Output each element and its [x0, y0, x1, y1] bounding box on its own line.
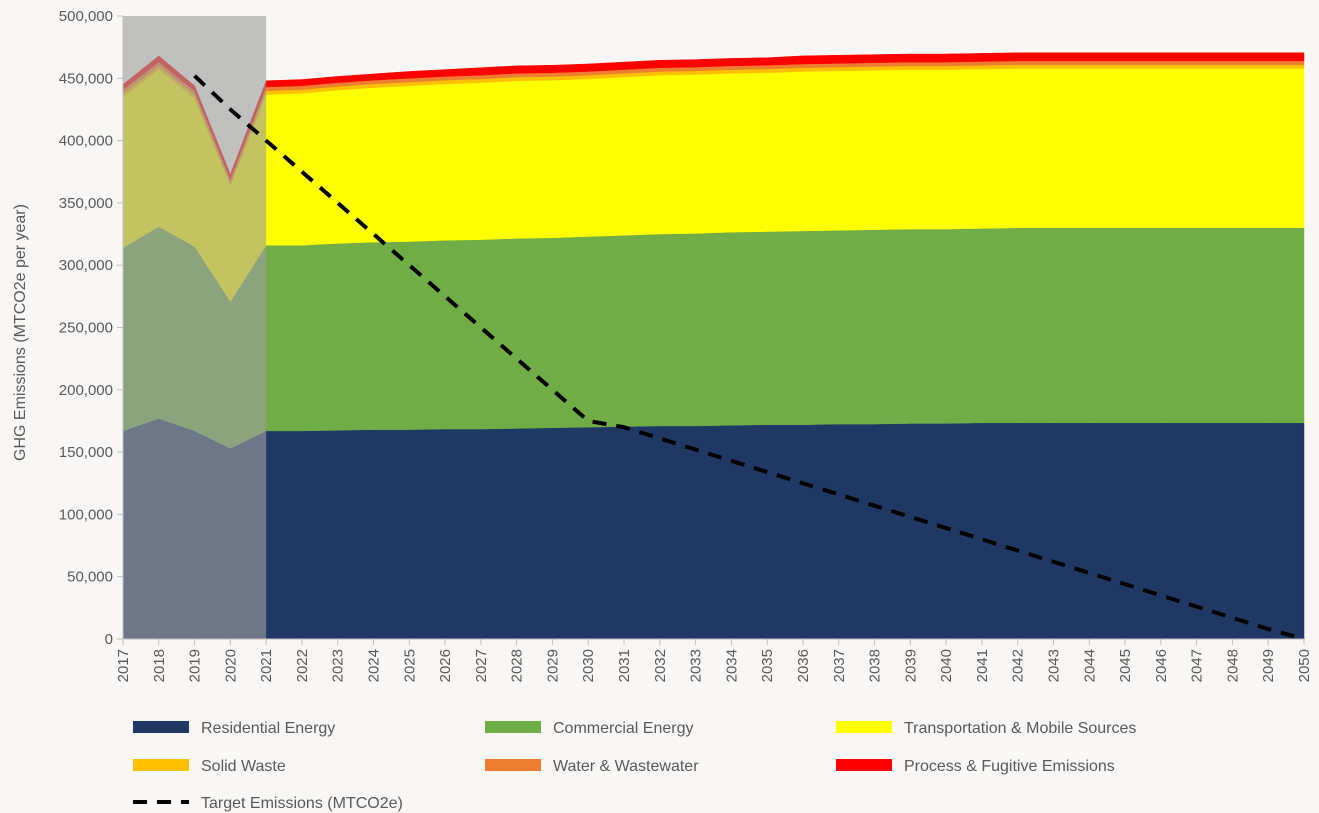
x-tick-label: 2038 — [867, 649, 884, 682]
y-tick-label: 250,000 — [59, 320, 113, 337]
x-tick-label: 2049 — [1260, 649, 1277, 682]
x-tick-label: 2034 — [723, 649, 740, 682]
x-tick-label: 2040 — [938, 649, 955, 682]
x-tick-label: 2024 — [366, 649, 383, 682]
x-tick-label: 2036 — [795, 649, 812, 682]
x-tick-label: 2050 — [1296, 649, 1313, 682]
legend-label-target: Target Emissions (MTCO2e) — [201, 795, 403, 812]
x-tick-label: 2028 — [509, 649, 526, 682]
legend-label-1: Commercial Energy — [553, 720, 693, 737]
target-line — [193, 74, 1305, 641]
legend: Residential Energy Commercial Energy Trans… — [133, 720, 1136, 812]
x-tick-label: 2044 — [1081, 649, 1098, 682]
y-tick-label: 300,000 — [59, 257, 113, 274]
y-tick-label: 400,000 — [59, 133, 113, 150]
x-tick-label: 2022 — [294, 649, 311, 682]
y-tick-label: 350,000 — [59, 195, 113, 212]
x-tick-label: 2041 — [974, 649, 991, 682]
legend-swatch-4 — [485, 759, 541, 771]
legend-label-5: Process & Fugitive Emissions — [904, 758, 1115, 775]
x-tick-label: 2027 — [473, 649, 490, 682]
y-axis-title: GHG Emissions (MTCO2e per year) — [12, 204, 29, 461]
x-tick-label: 2018 — [151, 649, 168, 682]
x-tick-label: 2037 — [831, 649, 848, 682]
legend-swatch-3 — [133, 759, 189, 771]
legend-swatch-5 — [836, 759, 892, 771]
x-tick-label: 2045 — [1117, 649, 1134, 682]
y-tick-label: 150,000 — [59, 444, 113, 461]
y-tick-label: 450,000 — [59, 70, 113, 87]
area-5 — [122, 52, 1305, 180]
y-tick-label: 0 — [105, 631, 113, 648]
x-tick-label: 2029 — [544, 649, 561, 682]
x-tick-label: 2023 — [330, 649, 347, 682]
legend-label-3: Solid Waste — [201, 758, 286, 775]
x-tick-label: 2032 — [652, 649, 669, 682]
x-tick-label: 2046 — [1153, 649, 1170, 682]
x-tick-label: 2047 — [1189, 649, 1206, 682]
target-line-layer — [193, 74, 1305, 641]
x-tick-label: 2026 — [437, 649, 454, 682]
x-tick-label: 2020 — [222, 649, 239, 682]
x-tick-label: 2043 — [1045, 649, 1062, 682]
x-tick-label: 2019 — [187, 649, 204, 682]
y-tick-label: 200,000 — [59, 382, 113, 399]
area-0 — [122, 418, 1305, 640]
legend-label-0: Residential Energy — [201, 720, 335, 737]
x-tick-label: 2031 — [616, 649, 633, 682]
stacked-areas — [122, 52, 1305, 640]
area-1 — [122, 226, 1305, 449]
x-tick-label: 2025 — [401, 649, 418, 682]
historical-shade — [123, 16, 267, 639]
axes: 0 50,000 100,000 150,000 200,000 250,000 300,0… — [59, 8, 1313, 682]
historical-shade-rect — [123, 16, 267, 639]
x-tick-label: 2035 — [759, 649, 776, 682]
x-tick-label: 2021 — [258, 649, 275, 682]
x-tick-label: 2039 — [902, 649, 919, 682]
y-tick-label: 500,000 — [59, 8, 113, 25]
x-tick-label: 2042 — [1010, 649, 1027, 682]
x-tick-label: 2017 — [115, 649, 132, 682]
legend-swatch-2 — [836, 721, 892, 733]
legend-label-2: Transportation & Mobile Sources — [904, 720, 1136, 737]
y-tick-label: 50,000 — [67, 569, 113, 586]
y-tick-label: 100,000 — [59, 506, 113, 523]
x-tick-label: 2030 — [580, 649, 597, 682]
legend-label-4: Water & Wastewater — [553, 758, 699, 775]
legend-swatch-0 — [133, 721, 189, 733]
legend-swatch-1 — [485, 721, 541, 733]
x-tick-label: 2033 — [688, 649, 705, 682]
x-tick-label: 2048 — [1224, 649, 1241, 682]
